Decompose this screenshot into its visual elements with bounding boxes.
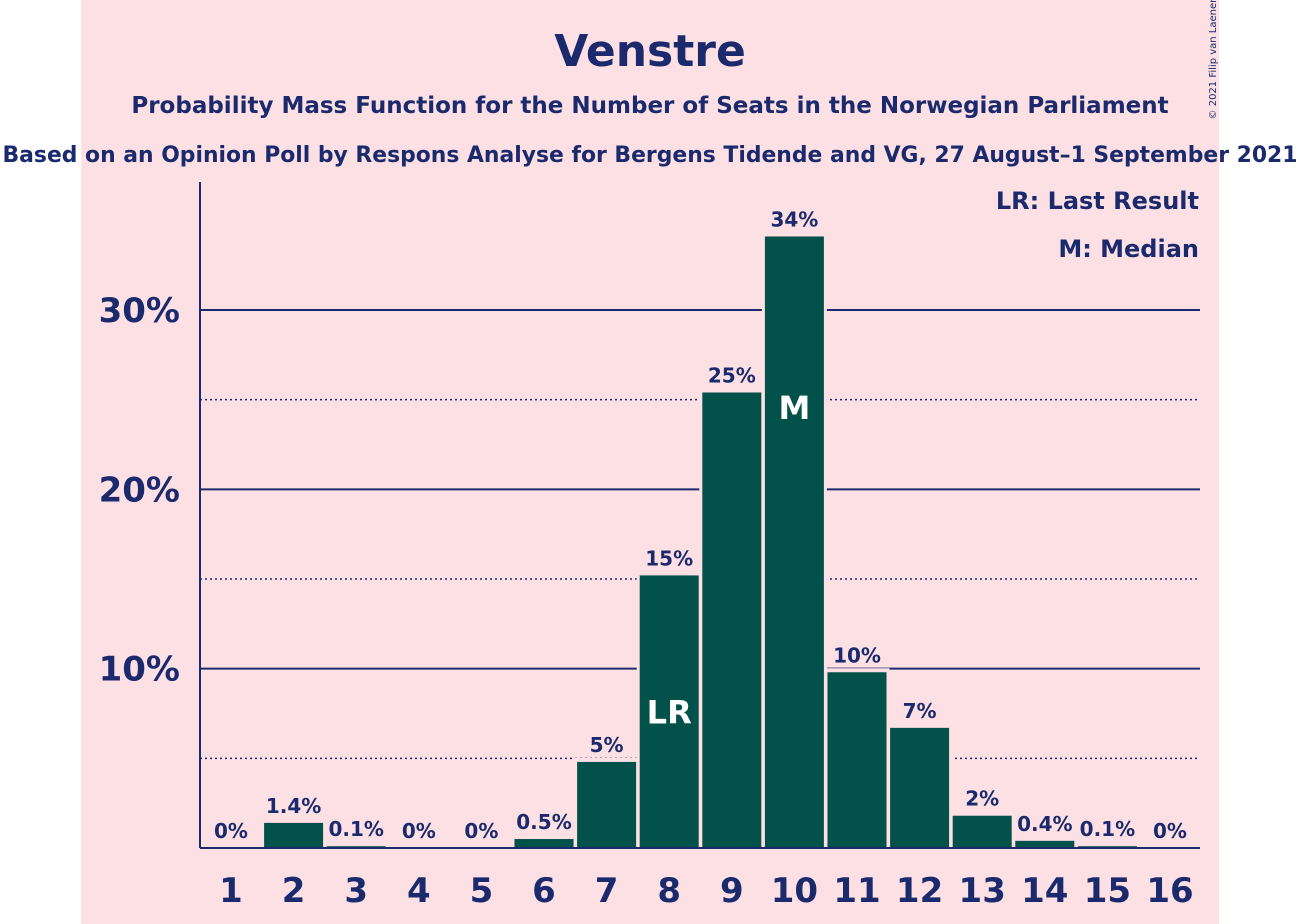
bar-gap — [1074, 842, 1140, 848]
x-tick-label: 14 — [1021, 871, 1068, 911]
x-tick-label: 15 — [1084, 871, 1131, 911]
bar-gap — [323, 842, 389, 848]
data-label-13: 2% — [965, 787, 999, 811]
x-tick-label: 13 — [959, 871, 1006, 911]
axes — [199, 182, 1200, 849]
bar-7 — [577, 761, 637, 848]
data-label-6: 0.5% — [516, 810, 571, 834]
chart-subtitle-source: Based on an Opinion Poll by Respons Anal… — [3, 143, 1298, 168]
y-tick-label: 20% — [99, 470, 180, 510]
data-label-9: 25% — [708, 363, 756, 387]
data-label-7: 5% — [590, 733, 624, 757]
y-tick-label: 10% — [99, 650, 180, 690]
data-label-16: 0% — [1153, 819, 1187, 843]
bar-2 — [264, 822, 324, 848]
data-label-5: 0% — [464, 819, 498, 843]
x-tick-label: 6 — [532, 871, 556, 911]
x-tick-label: 8 — [657, 871, 681, 911]
x-tick-label: 3 — [344, 871, 368, 911]
data-label-4: 0% — [402, 819, 436, 843]
data-label-12: 7% — [903, 699, 937, 723]
chart-title: Venstre — [554, 26, 746, 77]
bar-11 — [827, 672, 887, 848]
bar-marker-lr: LR — [647, 694, 692, 732]
data-label-3: 0.1% — [328, 817, 383, 841]
bars: 0% 1 1.4% 2 0.1% 3 0% 4 0% 5 0.5% 6 5% 7 15% LR 8 25% 9 34%… — [214, 207, 1194, 911]
x-tick-label: 4 — [407, 871, 431, 911]
x-tick-label: 16 — [1146, 871, 1193, 911]
bar-9 — [702, 392, 762, 848]
data-label-1: 0% — [214, 819, 248, 843]
x-tick-label: 9 — [720, 871, 744, 911]
y-tick-label: 30% — [99, 291, 180, 331]
data-label-8: 15% — [645, 546, 693, 570]
data-label-11: 10% — [833, 643, 881, 667]
x-tick-label: 1 — [219, 871, 243, 911]
data-label-2: 1.4% — [266, 794, 321, 818]
x-tick-label: 5 — [470, 871, 494, 911]
x-tick-label: 2 — [282, 871, 306, 911]
legend-last-result: LR: Last Result — [996, 187, 1199, 215]
chart-subtitle: Probability Mass Function for the Number… — [131, 93, 1168, 119]
bar-6 — [514, 839, 574, 848]
bar-8 — [639, 575, 699, 848]
data-label-10: 34% — [770, 207, 818, 231]
x-tick-label: 7 — [595, 871, 619, 911]
legend-median: M: Median — [1058, 235, 1199, 263]
bar-14 — [1015, 840, 1075, 848]
copyright-text: © 2021 Filip van Laenen — [1208, 0, 1219, 119]
x-tick-label: 10 — [771, 871, 818, 911]
bar-13 — [952, 815, 1012, 848]
data-label-14: 0.4% — [1017, 812, 1072, 836]
bar-12 — [890, 727, 950, 848]
bar-10 — [764, 236, 824, 848]
x-tick-label: 11 — [833, 871, 880, 911]
x-tick-label: 12 — [896, 871, 943, 911]
bar-marker-m: M — [778, 389, 810, 427]
data-label-15: 0.1% — [1080, 817, 1135, 841]
